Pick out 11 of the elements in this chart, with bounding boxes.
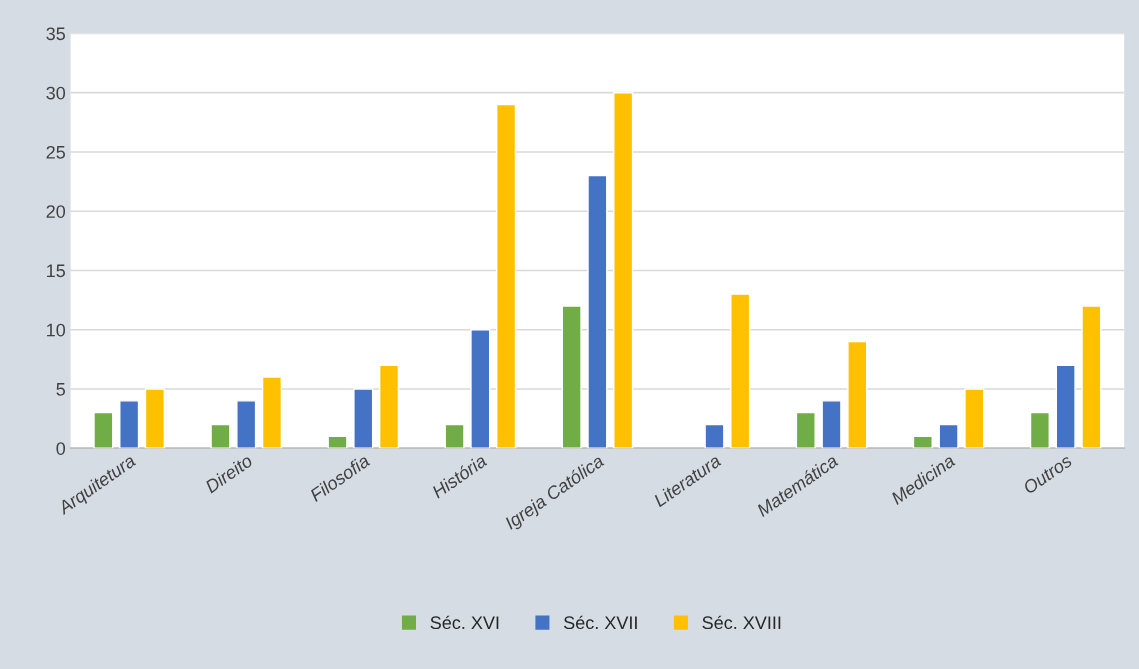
y-tick-label: 35	[46, 27, 65, 41]
y-tick-label: 15	[47, 264, 65, 278]
legend-label: Séc. XVII	[563, 615, 637, 630]
y-tick-label: 25	[46, 145, 65, 159]
legend-label: Séc. XVI	[430, 615, 499, 630]
y-tick-label: 0	[56, 442, 66, 455]
y-tick-label: 20	[46, 205, 66, 218]
y-tick-label: 30	[46, 86, 66, 100]
legend-label: Séc. XVIII	[702, 615, 781, 630]
y-tick-label: 5	[56, 383, 65, 396]
y-tick-label: 10	[47, 323, 66, 337]
